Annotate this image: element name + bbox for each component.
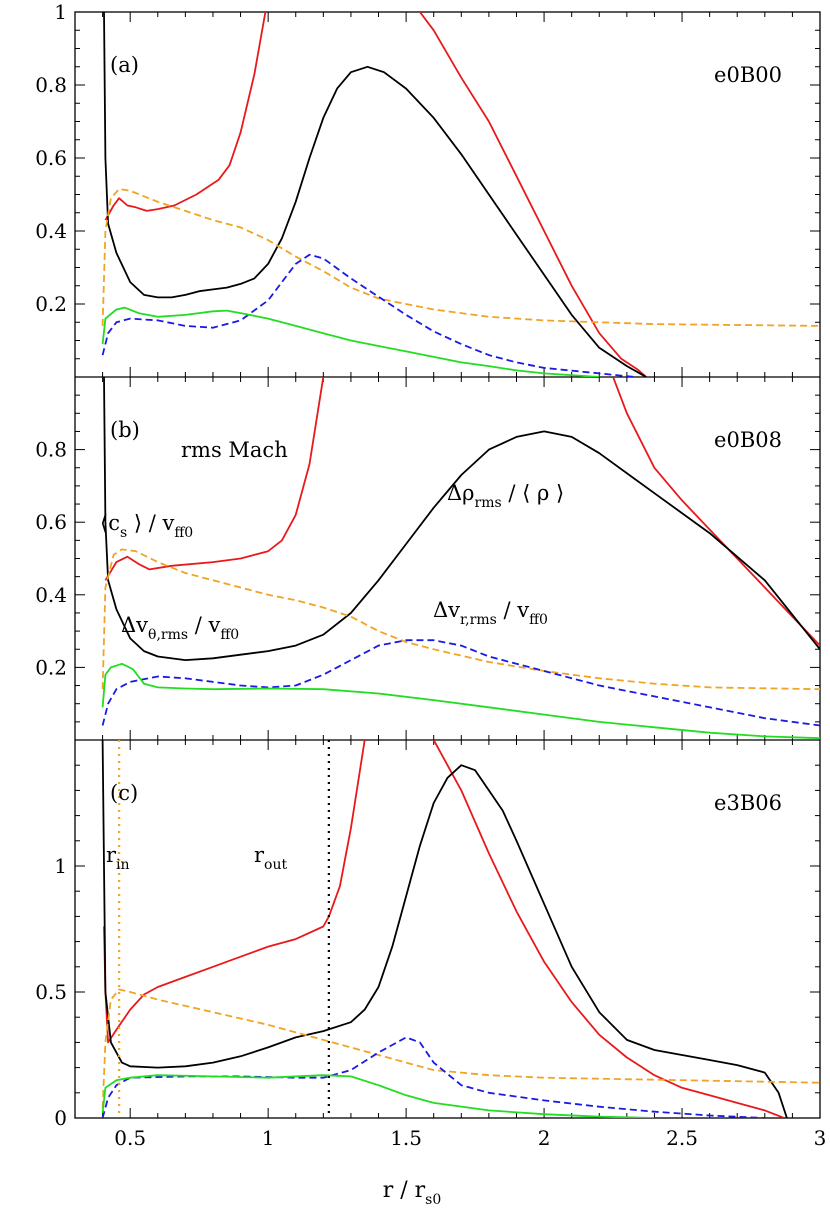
annotation-dvtheta: Δvθ,rms / vff0 [121,613,239,643]
series-line [101,639,820,727]
x-tick-label: 2 [538,1126,551,1150]
series-line [101,1036,765,1118]
y-tick-label: 0.6 [35,510,67,534]
series-line [432,740,785,1118]
series-line [101,306,600,377]
series-line [104,377,325,581]
y-tick-label: 0.4 [35,219,67,243]
label-r-in: rin [106,843,130,873]
annotation-drho: Δρrms / ⟨ ρ ⟩ [447,481,564,511]
y-tick-label: 0.8 [35,73,67,97]
annotation-rms-mach: rms Mach [181,438,288,462]
panel-c-plot-area [101,740,820,1118]
annotation-cs: ⟨cs ⟩ / vff0 [100,511,193,541]
model-name: e0B08 [714,428,782,452]
series-line [103,740,366,1044]
series-line [103,377,820,661]
series-line [101,188,820,327]
x-tick-label: 1 [262,1126,275,1150]
y-tick-label: 0.8 [35,438,67,462]
x-tick-label: 3 [814,1126,827,1150]
series-line [101,253,636,377]
y-tick-label: 0.4 [35,583,67,607]
model-name: e0B00 [714,63,782,87]
plot-frame [74,11,821,1119]
series-line [101,1074,655,1118]
y-tick-label: 0.5 [35,980,67,1004]
panel-label: (a) [110,53,139,77]
y-tick-label: 0.2 [35,655,67,679]
series-line [104,12,267,221]
x-tick-label: 1.5 [390,1126,422,1150]
x-axis-title: r / rs0 [383,1178,442,1208]
panel-label: (c) [110,781,138,805]
series-line [103,12,647,377]
series-line [101,740,788,1118]
annotation-dvr: Δvr,rms / vff0 [433,598,548,628]
panel-label: (b) [110,418,140,442]
series-line [101,548,820,691]
y-tick-label: 0 [54,1106,67,1130]
y-tick-label: 1 [54,854,67,878]
y-tick-label: 0.2 [35,292,67,316]
y-tick-label: 0.6 [35,146,67,170]
series-line [101,988,820,1108]
x-tick-label: 2.5 [666,1126,698,1150]
series-line [419,12,647,377]
label-r-out: rout [254,843,287,873]
panel-a-plot-area [101,12,820,377]
y-tick-label: 1 [54,0,67,24]
x-tick-label: 0.5 [114,1126,146,1150]
model-name: e3B06 [714,791,782,815]
panel-b-plot-area [101,377,820,740]
series-line [101,662,820,740]
series-line [612,377,820,647]
